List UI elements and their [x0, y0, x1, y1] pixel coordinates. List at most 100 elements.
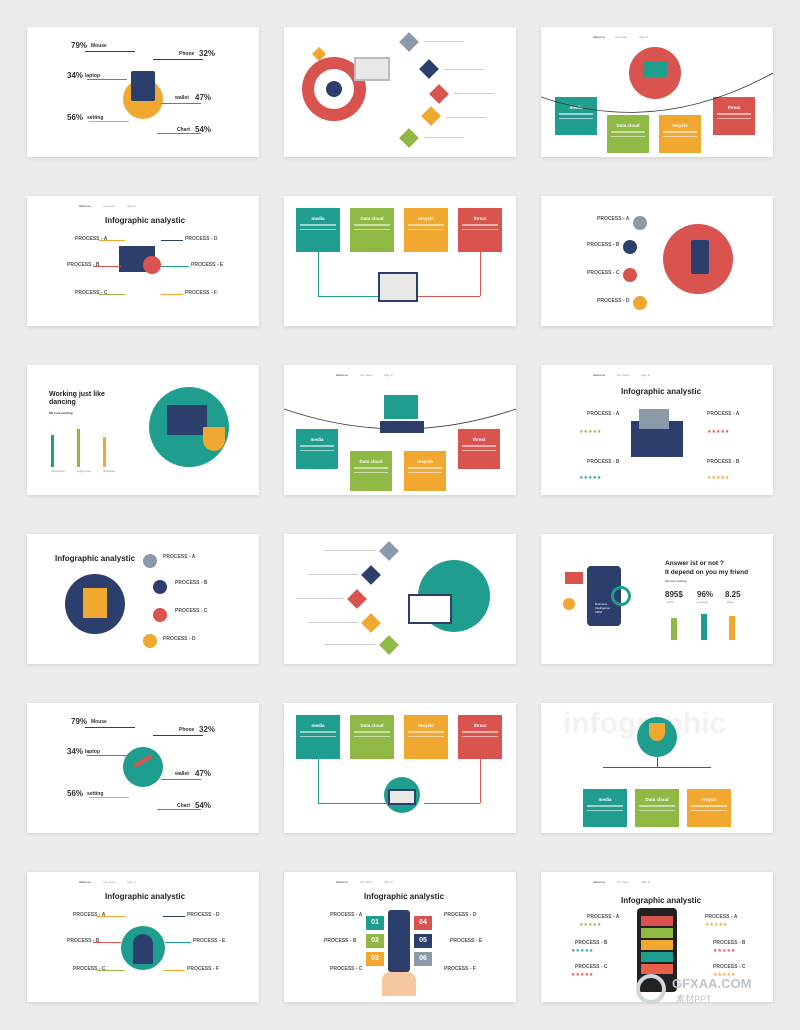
slide-13[interactable]: 79% Mouse 34% laptop 56% setting Phone 3… [27, 703, 259, 833]
slide-7[interactable]: Working just like dancing We love workin… [27, 365, 259, 495]
slide-16[interactable]: About us Our team Sign in Infographic an… [27, 872, 259, 1002]
nav-team[interactable]: Our team [103, 880, 116, 884]
process-b: PROCESS - B [587, 242, 620, 248]
mouse-pct: 79% [71, 41, 88, 50]
box-media: media [296, 208, 340, 252]
process-e: PROCESS - E [450, 938, 483, 944]
logo-icon [636, 974, 666, 1004]
nav-sign[interactable]: Sign in [384, 373, 394, 377]
box-recycle: recycle [659, 115, 701, 153]
nav-about[interactable]: About us [79, 880, 91, 884]
num-05: 05 [414, 934, 432, 948]
slide-11[interactable] [284, 534, 516, 664]
mouse-label: Mouse [91, 719, 107, 725]
nav-sign[interactable]: Sign in [641, 880, 651, 884]
slide-9[interactable]: About us Our team Sign in Infographic an… [541, 365, 773, 495]
phone-label: Phone [179, 51, 195, 57]
label-illustrator: Illustrator [103, 469, 116, 473]
process-c: PROCESS - C [75, 290, 108, 296]
nav-about[interactable]: About us [593, 880, 605, 884]
nav-about[interactable]: About us [593, 35, 605, 39]
wallet-label: wallet [175, 771, 189, 777]
infographic-title: Infographic analystic [621, 387, 702, 396]
dancing-sub: We love working [49, 411, 73, 415]
value-rate: 8.25 [725, 590, 741, 599]
devices-illustration [131, 71, 155, 101]
num-03: 03 [366, 952, 384, 966]
gfxaa-logo: GFXAA.COM 素材PPT [636, 972, 786, 1008]
shield-icon [203, 427, 225, 451]
slide-5[interactable]: media Data cloud recycle threat [284, 196, 516, 326]
diamond-4 [421, 106, 441, 126]
chart-pct: 54% [195, 801, 212, 810]
slide-3[interactable]: About us Our team Sign in media Data clo… [541, 27, 773, 157]
nav-about[interactable]: About us [593, 373, 605, 377]
nav-sign[interactable]: Sign in [127, 880, 137, 884]
slide-1[interactable]: 79% Mouse 34% laptop 56% setting Phone 3… [27, 27, 259, 157]
bar-photoshop [51, 435, 54, 467]
nav-about[interactable]: About us [336, 880, 348, 884]
monitor-illustration [354, 57, 390, 81]
slide-15[interactable]: infographic media Data cloud recycle [541, 703, 773, 833]
slide-17[interactable]: About us Our team Sign in Infographic an… [284, 872, 516, 1002]
bar-lightroom [77, 429, 80, 467]
phone-pct: 32% [199, 725, 216, 734]
diamond-2 [361, 565, 381, 585]
icon-circle-a [633, 216, 647, 230]
slide-2[interactable] [284, 27, 516, 157]
process-d: PROCESS - D [597, 298, 630, 304]
process-a: PROCESS - A [163, 554, 196, 560]
box-data-cloud: Data cloud [350, 208, 394, 252]
nav-sign[interactable]: Sign in [384, 880, 394, 884]
answer-sub: We love working [665, 579, 687, 583]
slide-6[interactable]: PROCESS - A PROCESS - B PROCESS - C PROC… [541, 196, 773, 326]
infographic-title: Infographic analystic [105, 216, 186, 225]
slide-10[interactable]: Infographic analystic PROCESS - A PROCES… [27, 534, 259, 664]
icon-circle-d [633, 296, 647, 310]
stars-2: ★★★★★ [579, 475, 602, 481]
nav-team[interactable]: Our team [103, 204, 116, 208]
infographic-title: Infographic analystic [621, 896, 702, 905]
bar-illustrator [103, 437, 106, 467]
slide-4[interactable]: About us Our team Sign in Infographic an… [27, 196, 259, 326]
box-threat: threat [458, 208, 502, 252]
label-rate: Rate [727, 600, 734, 604]
nav-team[interactable]: Our team [360, 373, 373, 377]
nav-team[interactable]: Our team [617, 373, 630, 377]
box-threat: threat [713, 97, 755, 135]
nav-team[interactable]: Our team [617, 880, 630, 884]
box-data-cloud: Data cloud [350, 451, 392, 491]
process-c: PROCESS - C [587, 270, 620, 276]
nav-team[interactable]: Our team [360, 880, 373, 884]
nav-sign[interactable]: Sign in [641, 373, 651, 377]
box-data-cloud: Data cloud [635, 789, 679, 827]
box-recycle: recycle [687, 789, 731, 827]
slide-14[interactable]: media Data cloud recycle threat [284, 703, 516, 833]
wallet-pct: 47% [195, 769, 212, 778]
process-b: PROCESS - B [67, 938, 100, 944]
process-f: PROCESS - F [187, 966, 219, 972]
laptop-pct: 34% [67, 747, 84, 756]
label-process: process [697, 600, 708, 604]
box-media: media [296, 429, 338, 469]
diamond-3 [429, 84, 449, 104]
nav-sign[interactable]: Sign in [639, 35, 649, 39]
process-a: PROCESS - A [597, 216, 630, 222]
laptop-label: laptop [85, 73, 100, 79]
nav-sign[interactable]: Sign in [127, 204, 137, 208]
slide-8[interactable]: About us Our team Sign in media Data clo… [284, 365, 516, 495]
slide-12[interactable]: Business Intelligence CRM Answer ist or … [541, 534, 773, 664]
nav-about[interactable]: About us [79, 204, 91, 208]
chart-label: Chart [177, 803, 191, 809]
process-a-right: PROCESS - A [707, 411, 740, 417]
nav-about[interactable]: About us [336, 373, 348, 377]
nav-team[interactable]: Our team [615, 35, 628, 39]
wallet-pct: 47% [195, 93, 212, 102]
dancing-title-2: dancing [49, 399, 76, 406]
process-f: PROCESS - F [444, 966, 476, 972]
setting-pct: 56% [67, 113, 84, 122]
process-a: PROCESS - A [73, 912, 106, 918]
chart-label: Chart [177, 127, 191, 133]
magnifier-icon [611, 586, 631, 606]
process-c: PROCESS - C [330, 966, 363, 972]
